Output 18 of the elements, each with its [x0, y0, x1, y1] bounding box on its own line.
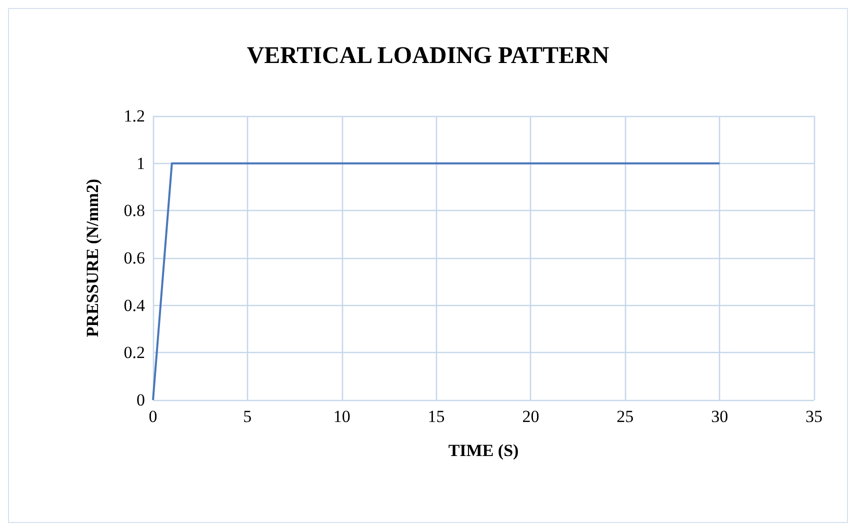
y-tick-label: 1 — [136, 154, 145, 173]
y-tick-label: 0.6 — [124, 248, 145, 268]
chart-title: VERTICAL LOADING PATTERN — [246, 43, 610, 69]
x-axis-title: TIME (S) — [448, 441, 519, 460]
y-tick-label: 0.2 — [124, 343, 145, 362]
x-tick-label: 15 — [428, 407, 445, 426]
y-tick-label: 1.2 — [124, 106, 145, 126]
x-tick-label: 10 — [333, 407, 350, 426]
x-tick-label: 5 — [243, 407, 252, 426]
x-tick-label: 20 — [522, 407, 540, 426]
x-tick-label: 35 — [806, 407, 822, 426]
x-tick-label: 25 — [616, 407, 634, 426]
y-tick-label: 0.4 — [124, 296, 146, 315]
y-tick-label: 0.8 — [124, 201, 145, 220]
y-axis-title: PRESSURE (N/mm2) — [83, 178, 102, 338]
x-tick-label: 30 — [711, 407, 728, 426]
y-tick-label: 0 — [136, 390, 145, 410]
x-tick-label: 0 — [148, 407, 158, 426]
